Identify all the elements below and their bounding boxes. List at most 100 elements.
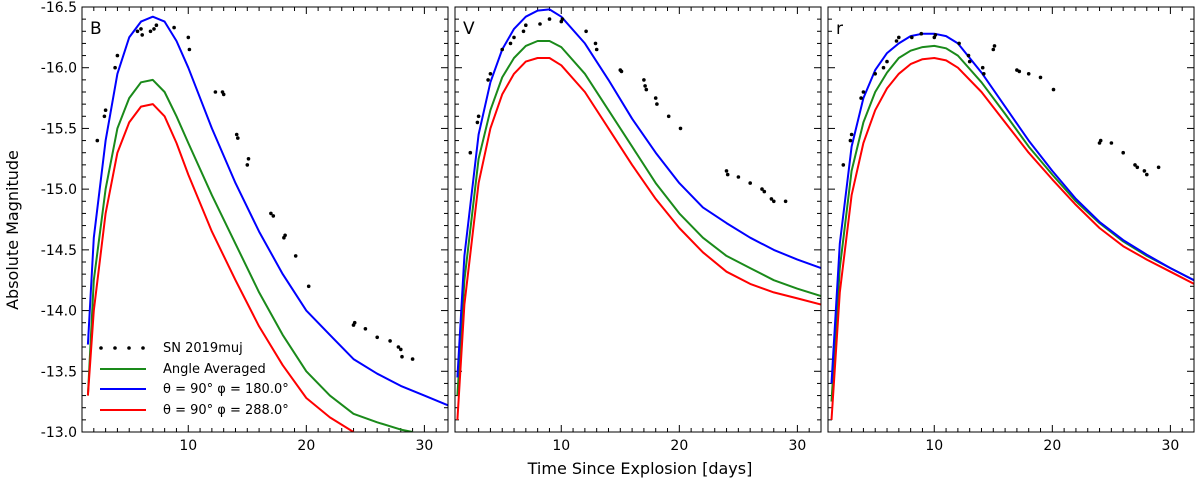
x-tick-label: 10 — [552, 438, 570, 454]
data-point — [172, 25, 176, 30]
legend-label-red: θ = 90° φ = 288.0° — [163, 403, 289, 418]
data-point — [186, 35, 191, 40]
data-point — [594, 47, 599, 52]
legend: SN 2019muj Angle Averaged θ = 90° φ = 18… — [99, 341, 289, 418]
legend-entry-avg: Angle Averaged — [100, 362, 266, 377]
legend-entry-blue: θ = 90° φ = 180.0° — [100, 382, 289, 397]
x-tick-label: 30 — [1161, 438, 1179, 454]
data-point — [992, 44, 997, 48]
data-point — [396, 345, 401, 349]
data-point — [848, 138, 853, 143]
data-point — [187, 47, 192, 52]
band-label: r — [836, 19, 843, 39]
data-point — [468, 150, 473, 155]
data-point — [500, 47, 505, 52]
series-line-avg — [86, 78, 413, 432]
data-point — [399, 347, 403, 352]
ticks — [455, 6, 821, 433]
data-point — [653, 96, 658, 100]
curves — [456, 8, 821, 420]
data-point — [213, 90, 218, 94]
data-point — [154, 23, 159, 28]
y-axis-label: Absolute Magnitude — [3, 150, 22, 310]
data-point — [1051, 87, 1056, 92]
data-point — [1133, 163, 1137, 167]
y-tick-label: -13.5 — [41, 364, 77, 380]
series-line-avg — [830, 44, 1194, 402]
legend-entry-red: θ = 90° φ = 288.0° — [100, 403, 289, 418]
legend-label-obs: SN 2019muj — [163, 341, 243, 356]
data-point — [980, 65, 985, 70]
data-point — [762, 189, 767, 194]
data-point — [306, 284, 311, 289]
panel-frame — [454, 6, 822, 433]
data-point — [1026, 72, 1031, 76]
data-point — [113, 65, 117, 70]
data-point — [725, 172, 730, 177]
data-point — [1038, 75, 1043, 80]
ticks — [828, 6, 1194, 433]
panel-B: 10 20 30 -13.0 -13.5 -14.0 -14.5 -15.0 -15.5 -16.… — [41, 0, 449, 454]
data-point — [283, 233, 287, 238]
data-point — [861, 90, 866, 94]
data-point — [991, 47, 996, 52]
data-point — [666, 114, 671, 119]
data-point — [897, 35, 901, 40]
data-point — [894, 39, 899, 43]
x-tick-label: 30 — [788, 438, 806, 454]
data-point — [1098, 138, 1103, 143]
legend-label-blue: θ = 90° φ = 180.0° — [163, 382, 289, 397]
data-point — [655, 102, 659, 106]
series-line-avg — [456, 40, 821, 396]
data-point — [619, 69, 624, 74]
data-point — [512, 35, 516, 40]
data-point — [1145, 172, 1149, 177]
data-point — [1135, 165, 1140, 170]
legend-label-avg: Angle Averaged — [163, 362, 266, 377]
x-tick-label: 30 — [415, 438, 433, 454]
data-point — [271, 214, 276, 218]
data-point — [152, 27, 156, 31]
series-line-red — [456, 57, 821, 420]
data-point — [293, 254, 298, 258]
data-point — [246, 157, 251, 161]
data-point — [410, 357, 415, 361]
data-point — [1142, 169, 1147, 173]
data-point — [1156, 165, 1161, 170]
data-point — [1121, 150, 1125, 155]
panel-V: 10 20 30 V — [454, 6, 822, 454]
data-point — [103, 108, 108, 112]
data-point — [881, 65, 886, 70]
panel-r: 10 20 30 r — [827, 6, 1195, 454]
data-point — [841, 163, 846, 167]
y-tick-label: -15.0 — [41, 182, 77, 198]
y-tick-label: -15.5 — [41, 121, 77, 137]
data-point — [269, 211, 273, 216]
data-point — [933, 33, 938, 37]
data-point — [486, 78, 490, 82]
x-tick-label: 20 — [670, 438, 688, 454]
data-point — [885, 59, 889, 64]
data-point — [135, 29, 140, 34]
curves — [830, 32, 1194, 420]
data-point — [1017, 69, 1022, 74]
series-line-blue — [456, 8, 821, 378]
band-label: B — [90, 19, 102, 39]
data-point — [400, 354, 404, 359]
data-point — [115, 53, 120, 58]
series-line-red — [830, 57, 1194, 420]
y-tick-label: -16.0 — [41, 61, 77, 77]
series-line-blue — [86, 15, 448, 407]
x-tick-label: 10 — [179, 438, 197, 454]
y-tick-label: -13.0 — [41, 425, 77, 441]
data-point — [475, 120, 480, 125]
observed-points — [95, 23, 415, 361]
data-point — [982, 72, 986, 76]
data-point — [488, 72, 493, 76]
series-line-blue — [830, 32, 1194, 384]
data-point — [678, 126, 683, 131]
data-point — [508, 41, 513, 46]
observed-points — [841, 31, 1161, 177]
data-point — [760, 187, 764, 191]
data-point — [234, 132, 239, 137]
